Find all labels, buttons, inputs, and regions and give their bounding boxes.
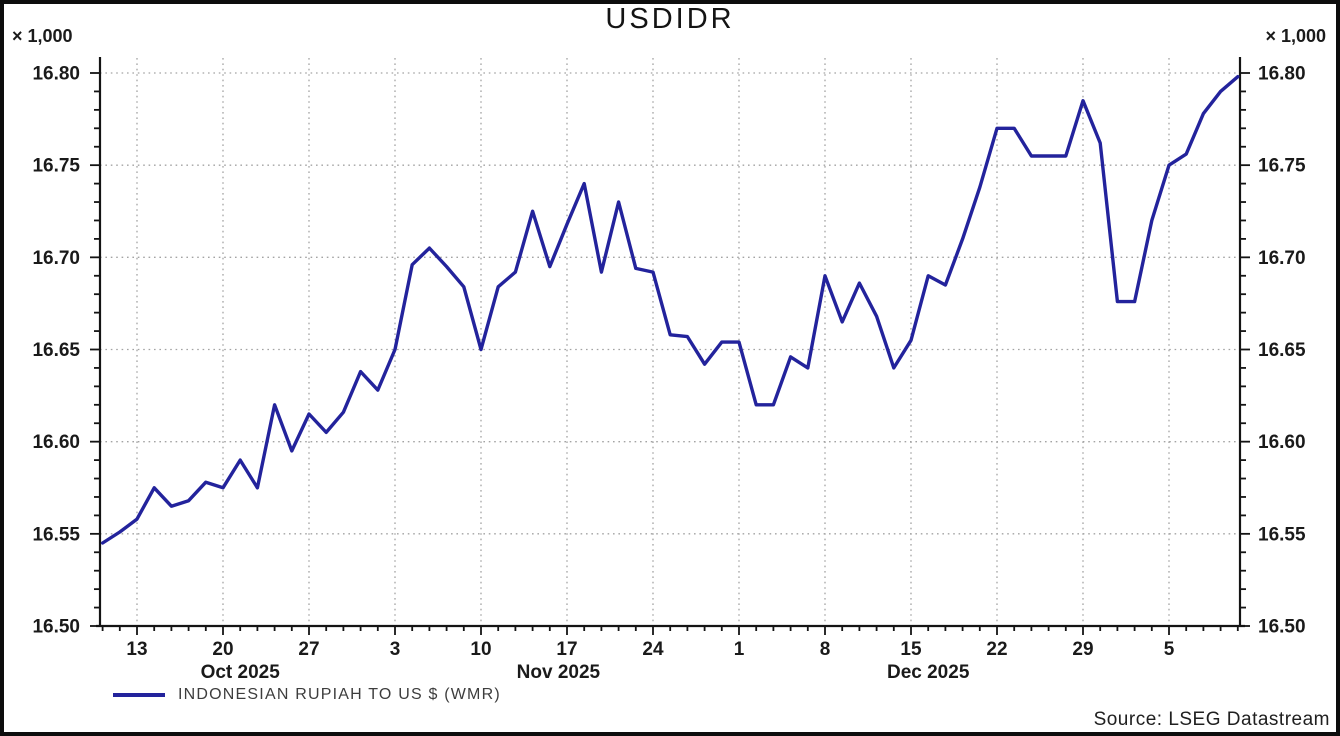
svg-text:16.60: 16.60 — [32, 432, 80, 453]
scale-note-right: × 1,000 — [1265, 26, 1326, 46]
svg-text:3: 3 — [390, 639, 401, 660]
svg-text:16.80: 16.80 — [32, 64, 80, 85]
svg-text:16.70: 16.70 — [32, 248, 80, 269]
svg-text:16.50: 16.50 — [32, 617, 80, 638]
svg-text:16.80: 16.80 — [1258, 64, 1306, 85]
svg-text:16.65: 16.65 — [32, 340, 80, 361]
svg-text:16.55: 16.55 — [32, 524, 80, 545]
svg-text:16.60: 16.60 — [1258, 432, 1306, 453]
month-labels: Oct 2025 Nov 2025 Dec 2025 — [201, 662, 970, 683]
axis-ticks — [90, 72, 1250, 635]
svg-text:13: 13 — [126, 639, 147, 660]
legend-label: INDONESIAN RUPIAH TO US $ (WMR) — [178, 686, 501, 703]
svg-text:22: 22 — [986, 639, 1007, 660]
svg-text:Dec 2025: Dec 2025 — [887, 662, 970, 683]
svg-text:27: 27 — [298, 639, 319, 660]
svg-text:8: 8 — [820, 639, 831, 660]
svg-text:16.70: 16.70 — [1258, 248, 1306, 269]
legend-line-marker — [113, 693, 165, 697]
price-line — [100, 75, 1240, 545]
scale-note-left: × 1,000 — [12, 26, 73, 46]
svg-text:16.65: 16.65 — [1258, 340, 1306, 361]
legend: INDONESIAN RUPIAH TO US $ (WMR) — [113, 686, 501, 704]
svg-text:16.75: 16.75 — [32, 156, 80, 177]
svg-text:29: 29 — [1072, 639, 1093, 660]
y-tick-labels: 16.50 16.50 16.55 16.55 16.60 16.60 16.65 16.65… — [32, 64, 1306, 638]
svg-text:16.50: 16.50 — [1258, 617, 1306, 638]
svg-text:15: 15 — [900, 639, 922, 660]
svg-text:5: 5 — [1164, 639, 1175, 660]
svg-text:16.75: 16.75 — [1258, 156, 1306, 177]
svg-text:10: 10 — [470, 639, 491, 660]
x-tick-labels: 13 20 27 3 10 17 24 1 8 15 22 29 5 — [126, 639, 1174, 660]
svg-text:16.55: 16.55 — [1258, 524, 1306, 545]
svg-text:20: 20 — [212, 639, 233, 660]
svg-text:Nov 2025: Nov 2025 — [517, 662, 601, 683]
svg-text:1: 1 — [734, 639, 745, 660]
svg-text:17: 17 — [556, 639, 577, 660]
source-credit: Source: LSEG Datastream — [1093, 709, 1330, 730]
svg-text:Oct 2025: Oct 2025 — [201, 662, 281, 683]
chart-title: USDIDR — [605, 3, 735, 35]
svg-text:24: 24 — [642, 639, 664, 660]
axes — [96, 57, 1245, 628]
